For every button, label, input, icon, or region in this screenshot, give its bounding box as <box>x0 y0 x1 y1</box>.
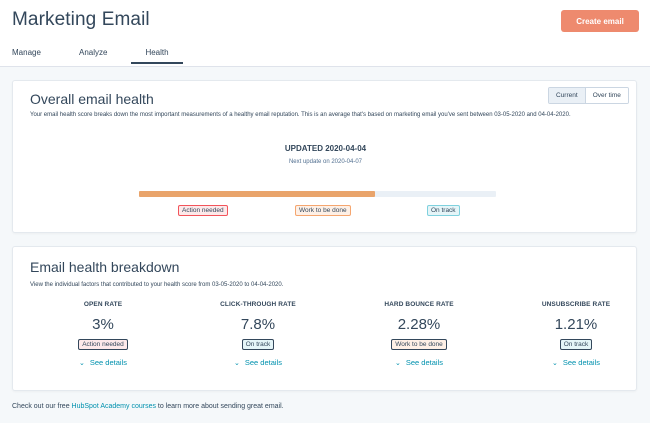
metric-unsubscribe-rate: UNSUBSCRIBE RATE 1.21% On track ⌄ See de… <box>516 301 636 367</box>
metric-label: HARD BOUNCE RATE <box>384 301 454 308</box>
see-details-link[interactable]: ⌄ See details <box>43 358 163 367</box>
chevron-down-icon: ⌄ <box>552 359 558 367</box>
scale-label-action-needed: Action needed <box>178 205 228 216</box>
chevron-down-icon: ⌄ <box>395 359 401 367</box>
toggle-current[interactable]: Current <box>549 88 586 103</box>
see-details-link[interactable]: ⌄ See details <box>359 358 479 367</box>
metric-value: 7.8% <box>240 316 276 333</box>
metric-hard-bounce-rate: HARD BOUNCE RATE 2.28% Work to be done ⌄… <box>359 301 479 367</box>
health-score-bar <box>139 191 496 197</box>
academy-courses-link[interactable]: HubSpot Academy courses <box>71 403 156 410</box>
metric-click-through-rate: CLICK-THROUGH RATE 7.8% On track ⌄ See d… <box>198 301 318 367</box>
view-toggle: Current Over time <box>548 87 629 104</box>
metric-value: 1.21% <box>554 316 598 333</box>
metric-label: OPEN RATE <box>83 301 123 308</box>
breakdown-description: View the individual factors that contrib… <box>30 282 284 288</box>
breakdown-title: Email health breakdown <box>30 259 180 275</box>
see-details-link[interactable]: ⌄ See details <box>198 358 318 367</box>
updated-date: UPDATED 2020-04-04 <box>284 144 367 153</box>
status-badge: On track <box>559 339 593 350</box>
tab-manage[interactable]: Manage <box>12 48 41 57</box>
page-header: Marketing Email Create email Manage Anal… <box>0 0 650 67</box>
scale-label-work-to-be-done: Work to be done <box>295 205 351 216</box>
toggle-over-time[interactable]: Over time <box>585 88 628 103</box>
status-badge: Action needed <box>78 339 128 350</box>
see-details-label: See details <box>405 358 443 367</box>
tab-health[interactable]: Health <box>131 48 183 64</box>
footer-note: Check out our free HubSpot Academy cours… <box>12 403 284 410</box>
chevron-down-icon: ⌄ <box>79 359 85 367</box>
overall-health-description: Your email health score breaks down the … <box>30 112 571 118</box>
next-update-date: Next update on 2020-04-07 <box>288 159 363 165</box>
footer-prefix: Check out our free <box>12 403 72 410</box>
metric-label: CLICK-THROUGH RATE <box>220 301 296 308</box>
chevron-down-icon: ⌄ <box>234 359 240 367</box>
tab-analyze[interactable]: Analyze <box>79 48 108 57</box>
create-email-button[interactable]: Create email <box>561 10 639 32</box>
metric-value: 2.28% <box>397 316 441 333</box>
page-title: Marketing Email <box>12 9 150 30</box>
status-badge: On track <box>241 339 275 350</box>
scale-label-on-track: On track <box>427 205 460 216</box>
health-score-bar-fill <box>139 191 375 197</box>
see-details-label: See details <box>244 358 282 367</box>
health-breakdown-card: Email health breakdown View the individu… <box>12 246 637 391</box>
status-badge: Work to be done <box>391 339 447 350</box>
metric-label: UNSUBSCRIBE RATE <box>541 301 611 308</box>
metric-value: 3% <box>92 316 114 333</box>
see-details-link[interactable]: ⌄ See details <box>516 358 636 367</box>
footer-suffix: to learn more about sending great email. <box>155 403 284 410</box>
overall-health-title: Overall email health <box>30 91 154 107</box>
see-details-label: See details <box>562 358 600 367</box>
metric-open-rate: OPEN RATE 3% Action needed ⌄ See details <box>43 301 163 367</box>
overall-health-card: Overall email health Your email health s… <box>12 80 637 233</box>
see-details-label: See details <box>89 358 127 367</box>
